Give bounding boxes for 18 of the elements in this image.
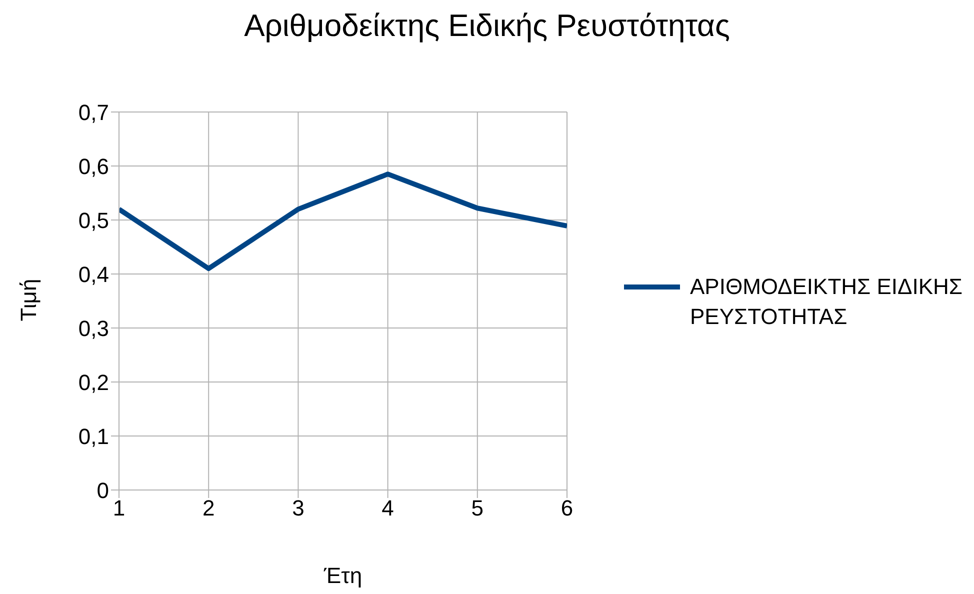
x-tick-label: 2	[202, 496, 215, 521]
y-tick-label: 0,5	[78, 208, 109, 233]
y-tick-label: 0,2	[78, 370, 109, 395]
chart-title: Αριθμοδείκτης Ειδικής Ρευστότητας	[243, 8, 731, 44]
legend-label: ΑΡΙΘΜΟΔΕΙΚΤΗΣ ΕΙΔΙΚΗΣ ΡΕΥΣΤΟΤΗΤΑΣ	[690, 273, 964, 331]
y-tick-label: 0,4	[78, 262, 109, 287]
x-axis-title: Έτη	[322, 563, 364, 589]
x-tick-label: 6	[560, 496, 574, 521]
x-tick-label: 5	[471, 496, 484, 521]
y-tick-label: 0,6	[78, 154, 109, 179]
y-tick-label: 0,3	[78, 316, 109, 341]
y-tick-label: 0	[96, 478, 109, 503]
x-tick-label: 4	[382, 496, 394, 521]
y-tick-label: 0,7	[78, 100, 109, 125]
x-tick-label: 1	[112, 496, 126, 521]
x-tick-label: 3	[292, 496, 304, 521]
y-tick-label: 0,1	[78, 424, 109, 449]
y-axis-title: Τιμή	[16, 278, 42, 322]
